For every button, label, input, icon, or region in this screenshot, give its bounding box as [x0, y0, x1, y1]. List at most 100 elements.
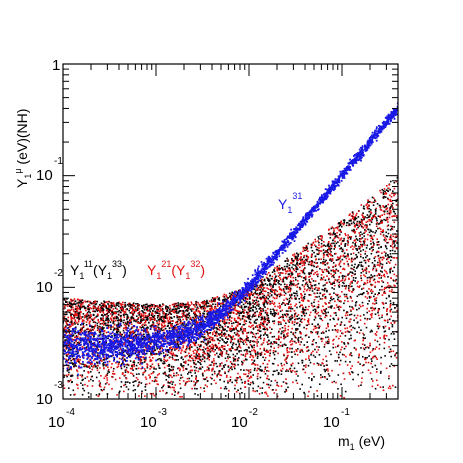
red-point-2240 — [83, 319, 85, 322]
red-point-1716 — [207, 343, 209, 345]
black-point-1393 — [381, 267, 383, 269]
red-point-1953 — [155, 327, 158, 329]
black-point-2033 — [285, 260, 287, 262]
red-point-1335 — [301, 348, 303, 351]
red-point-373 — [281, 364, 283, 367]
black-point-1019 — [341, 316, 343, 319]
black-point-1424 — [337, 306, 340, 308]
black-point-380 — [356, 295, 359, 298]
black-point-842 — [223, 296, 226, 298]
black-point-1452 — [162, 362, 164, 365]
red-point-2473 — [81, 319, 84, 321]
red-point-2421 — [130, 318, 133, 321]
black-point-2214 — [320, 332, 323, 334]
red-point-1700 — [190, 354, 193, 356]
black-point-133 — [331, 242, 333, 245]
black-point-513 — [318, 249, 320, 252]
black-point-1079 — [113, 317, 115, 320]
red-point-1061 — [77, 303, 80, 306]
red-point-1670 — [372, 244, 375, 246]
red-point-220 — [283, 294, 286, 296]
red-point-2436 — [327, 255, 330, 258]
red-point-1266 — [198, 348, 200, 350]
red-point-2239 — [335, 381, 337, 384]
black-point-1922 — [328, 272, 330, 274]
red-point-312 — [111, 388, 113, 390]
black-point-1757 — [230, 330, 232, 333]
red-point-864 — [302, 248, 305, 250]
red-point-1791 — [127, 303, 130, 305]
red-point-2101 — [292, 340, 294, 343]
red-point-1226 — [283, 302, 285, 305]
black-point-1377 — [185, 303, 188, 306]
black-point-416 — [367, 216, 370, 218]
black-point-1105 — [310, 270, 313, 272]
red-point-1148 — [353, 246, 356, 248]
black-point-297 — [330, 307, 333, 309]
red-point-821 — [204, 337, 207, 340]
red-point-557 — [185, 338, 188, 341]
red-point-1826 — [347, 342, 349, 344]
black-point-2314 — [186, 306, 188, 308]
red-point-2362 — [202, 372, 204, 375]
red-point-595 — [177, 349, 180, 352]
black-point-1751 — [174, 349, 176, 351]
black-point-2116 — [150, 365, 152, 367]
red-point-187 — [257, 294, 260, 297]
black-point-2350 — [150, 308, 152, 310]
red-point-1528 — [204, 301, 206, 303]
red-point-2148 — [176, 328, 178, 331]
black-point-2061 — [222, 329, 225, 331]
black-point-1783 — [238, 357, 240, 359]
red-point-1939 — [137, 328, 140, 331]
black-point-664 — [165, 305, 167, 307]
black-point-2307 — [389, 229, 392, 231]
black-point-2441 — [263, 359, 266, 361]
red-point-2432 — [333, 307, 336, 309]
black-point-841 — [93, 335, 95, 338]
red-point-1508 — [221, 351, 224, 353]
red-point-2174 — [218, 371, 220, 374]
red-point-1483 — [72, 358, 74, 361]
black-point-1028 — [96, 362, 99, 364]
black-point-2122 — [156, 311, 158, 314]
red-point-2357 — [70, 317, 72, 319]
black-point-1134 — [200, 363, 202, 366]
black-point-1891 — [92, 314, 95, 316]
black-point-81 — [391, 225, 393, 228]
black-point-2325 — [272, 373, 274, 376]
red-point-1847 — [119, 333, 122, 335]
black-point-786 — [115, 303, 118, 305]
black-point-685 — [387, 321, 389, 324]
black-point-1983 — [305, 259, 308, 262]
black-point-1164 — [349, 361, 351, 363]
red-point-489 — [102, 312, 105, 314]
black-point-1753 — [78, 312, 81, 314]
red-point-1784 — [367, 292, 370, 294]
red-point-2470 — [191, 357, 194, 360]
red-point-2489 — [112, 326, 114, 328]
black-point-2081 — [102, 304, 104, 306]
black-point-956 — [103, 359, 106, 361]
black-point-1930 — [159, 359, 162, 362]
red-point-2181 — [373, 309, 376, 311]
red-point-2142 — [179, 369, 181, 372]
red-point-2316 — [252, 324, 254, 327]
black-point-2353 — [345, 222, 348, 224]
red-point-251 — [338, 262, 341, 265]
red-point-2127 — [84, 383, 86, 386]
red-point-688 — [274, 281, 276, 283]
black-point-1374 — [390, 355, 392, 358]
black-point-1368 — [240, 369, 242, 371]
black-point-266 — [157, 315, 160, 317]
black-point-1143 — [137, 318, 139, 320]
red-point-1165 — [74, 336, 76, 339]
red-point-1856 — [283, 320, 286, 322]
red-point-457 — [331, 275, 333, 278]
black-point-1899 — [144, 306, 147, 308]
red-point-2145 — [213, 379, 216, 382]
black-point-1510 — [177, 344, 180, 347]
red-point-958 — [361, 343, 364, 345]
red-point-832 — [384, 286, 386, 289]
black-point-264 — [260, 279, 262, 282]
